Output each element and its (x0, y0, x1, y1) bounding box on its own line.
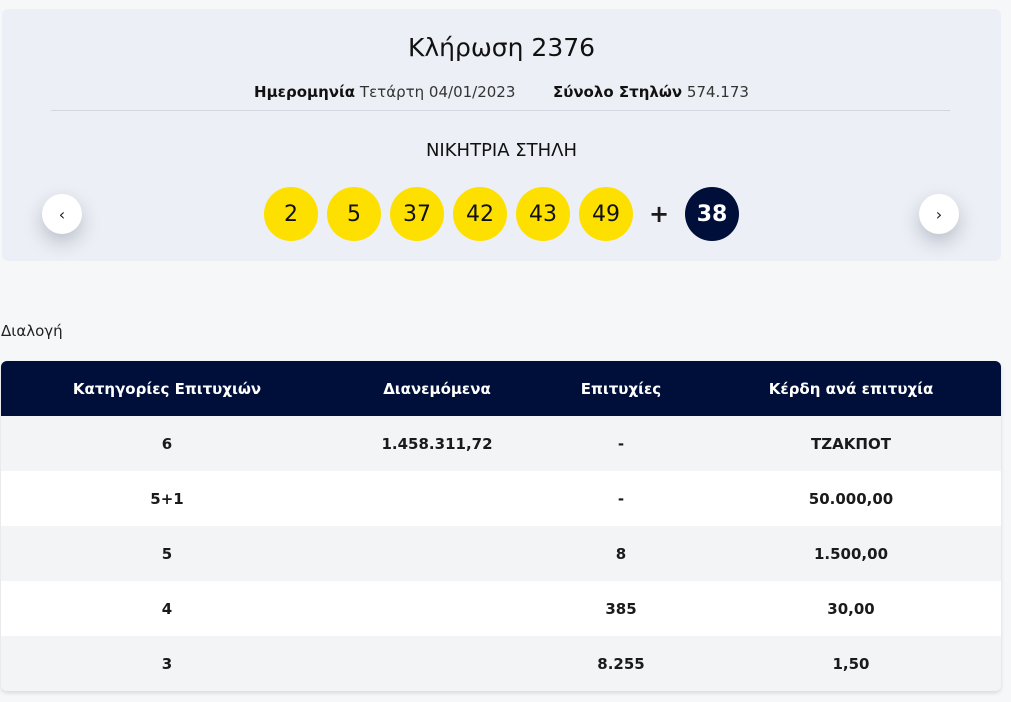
table-cell: 1.458.311,72 (381, 434, 493, 453)
table-cell: 50.000,00 (808, 489, 894, 508)
winning-numbers: 2 5 37 42 43 49 + 38 (2, 187, 1001, 241)
table-cell: 385 (605, 599, 637, 618)
table-cell: 1,50 (832, 654, 870, 673)
column-header: Κέρδη ανά επιτυχία (768, 379, 934, 398)
draw-title: Κλήρωση 2376 (407, 33, 596, 62)
divider (51, 110, 950, 111)
next-draw-button[interactable]: › (919, 194, 959, 234)
total-value: 574.173 (686, 83, 749, 101)
bonus-ball: 38 (685, 187, 739, 241)
table-cell: 5+1 (150, 489, 184, 508)
table-cell: ΤΖΑΚΠΟΤ (811, 434, 891, 453)
table-cell: 8 (615, 544, 627, 563)
column-header: Επιτυχίες (580, 379, 662, 398)
draw-info: Ημερομηνία Τετάρτη 04/01/2023 Σύνολο Στη… (2, 83, 1001, 101)
table-row: 5+1 - 50.000,00 (1, 471, 1001, 526)
total-label: Σύνολο Στηλών (552, 83, 683, 101)
table-cell: 30,00 (827, 599, 875, 618)
previous-draw-button[interactable]: ‹ (42, 194, 82, 234)
table-header: Κατηγορίες Επιτυχιών Διανεμόμενα Επιτυχί… (1, 361, 1001, 416)
number-ball: 43 (516, 187, 570, 241)
number-ball: 49 (579, 187, 633, 241)
plus-sign: + (648, 200, 670, 228)
table-row: 4 385 30,00 (1, 581, 1001, 636)
prize-table: Κατηγορίες Επιτυχιών Διανεμόμενα Επιτυχί… (1, 361, 1001, 691)
number-ball: 37 (390, 187, 444, 241)
table-cell: 6 (161, 434, 173, 453)
draw-card: Κλήρωση 2376 Ημερομηνία Τετάρτη 04/01/20… (2, 9, 1001, 261)
chevron-right-icon: › (935, 204, 943, 224)
table-cell: 5 (161, 544, 173, 563)
table-cell: 1.500,00 (813, 544, 889, 563)
date-label: Ημερομηνία (254, 83, 356, 101)
column-header: Διανεμόμενα (383, 379, 491, 398)
section-label: Διαλογή (1, 322, 63, 340)
number-ball: 2 (264, 187, 318, 241)
table-cell: - (617, 434, 625, 453)
table-row: 3 8.255 1,50 (1, 636, 1001, 691)
table-cell: 8.255 (597, 654, 645, 673)
number-ball: 42 (453, 187, 507, 241)
chevron-left-icon: ‹ (58, 204, 66, 224)
number-ball: 5 (327, 187, 381, 241)
table-cell: 3 (161, 654, 173, 673)
winning-label: ΝΙΚΗΤΡΙΑ ΣΤΗΛΗ (425, 140, 578, 161)
table-cell: 4 (161, 599, 173, 618)
table-cell: - (617, 489, 625, 508)
column-header: Κατηγορίες Επιτυχιών (72, 379, 262, 398)
table-row: 5 8 1.500,00 (1, 526, 1001, 581)
date-value: Τετάρτη 04/01/2023 (359, 83, 516, 101)
table-row: 6 1.458.311,72 - ΤΖΑΚΠΟΤ (1, 416, 1001, 471)
